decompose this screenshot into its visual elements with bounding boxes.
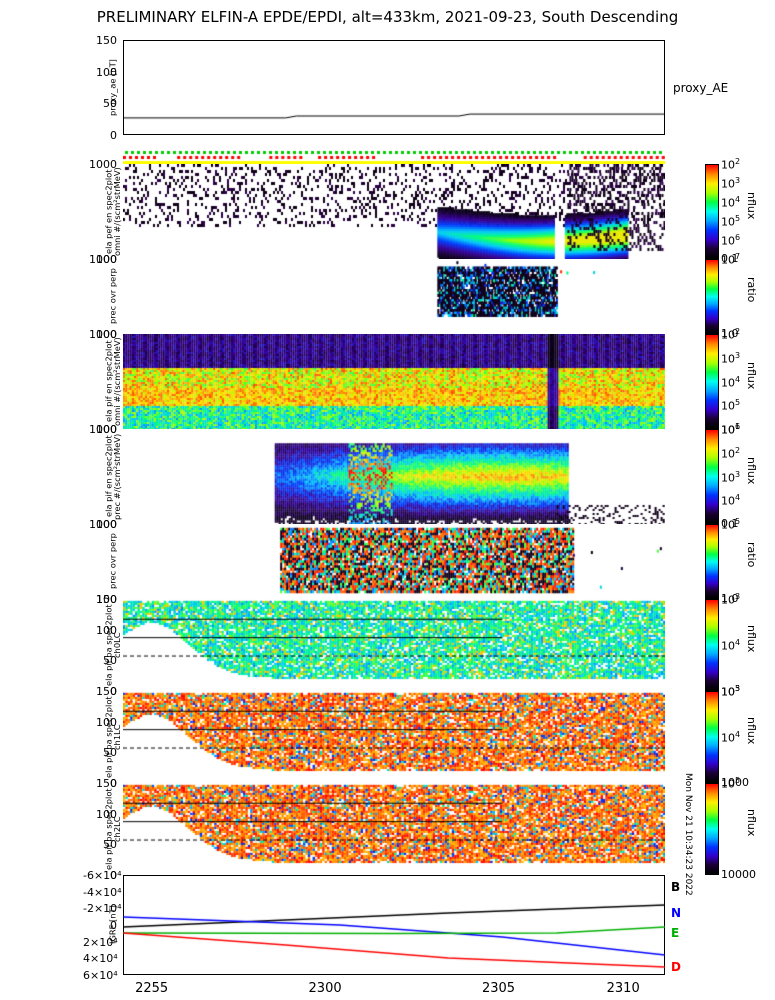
rotated-run-date-label: Mon Nov 21 10:34:23 2022 bbox=[683, 773, 693, 955]
panel3-ylabel: ela pif en spec2plot omni #/(scm²strMeV) bbox=[105, 334, 121, 429]
panel2-colorbar bbox=[705, 259, 719, 334]
igrf-red-trace-label: D bbox=[671, 960, 681, 974]
proxy-ae-right-label: proxy_AE bbox=[673, 81, 728, 95]
panel7-colorbar bbox=[705, 691, 719, 783]
panel7-ylabel: ela pif pa spec2plot ch1LC bbox=[105, 691, 121, 783]
panel4-heatmap-canvas bbox=[123, 429, 665, 524]
xaxis-tick-2300: 2300 bbox=[309, 981, 342, 996]
page-title: PRELIMINARY ELFIN-A EPDE/EPDI, alt=433km… bbox=[0, 8, 775, 26]
panel3-heatmap-canvas bbox=[123, 334, 665, 429]
dot-marks-canvas bbox=[123, 150, 665, 164]
xaxis-tick-2305: 2305 bbox=[482, 981, 515, 996]
panel4-ylabel: ela pif en spec2plot prec #/(scm²strMeV) bbox=[105, 429, 121, 524]
proxy-ae-ylabel: proxy_ae [nT] bbox=[105, 40, 121, 135]
panel7-colorbar-axislabel: nflux bbox=[745, 717, 758, 757]
panel2-ylabel: prec ovr perp bbox=[105, 259, 121, 334]
panel6-ylabel: ela pif pa spec2plot ch0LC bbox=[105, 599, 121, 691]
panel4-colorbar-axislabel: nflux bbox=[745, 457, 758, 497]
proxy-ae-canvas bbox=[123, 40, 665, 135]
panel6-colorbar-axislabel: nflux bbox=[745, 625, 758, 665]
panel5-ylabel: prec ovr perp bbox=[105, 524, 121, 599]
panel5-colorbar bbox=[705, 524, 719, 599]
panel6-colorbar bbox=[705, 599, 719, 691]
panel4-colorbar bbox=[705, 429, 719, 524]
panel8-ylabel: ela pif pa spec2plot ch2LC bbox=[105, 783, 121, 875]
panel5-colorbar-axislabel: ratio bbox=[745, 542, 758, 582]
panel3-colorbar bbox=[705, 334, 719, 429]
panel6-heatmap-canvas bbox=[123, 599, 665, 691]
panel2-heatmap-canvas bbox=[123, 259, 665, 334]
panel8-heatmap-canvas bbox=[123, 783, 665, 875]
panel8-colorbar bbox=[705, 783, 719, 875]
panel7-heatmap-canvas bbox=[123, 691, 665, 783]
xaxis-tick-2255: 2255 bbox=[135, 981, 168, 996]
panel3-colorbar-axislabel: nflux bbox=[745, 362, 758, 402]
panel1-colorbar-axislabel: nflux bbox=[745, 192, 758, 232]
panel5-heatmap-canvas bbox=[123, 524, 665, 599]
panel1-colorbar bbox=[705, 164, 719, 259]
panel2-colorbar-axislabel: ratio bbox=[745, 277, 758, 317]
xaxis-tick-2310: 2310 bbox=[607, 981, 640, 996]
panel9-line-canvas bbox=[123, 875, 665, 975]
igrf-blue-trace-label: N bbox=[671, 906, 681, 920]
panel8-colorbar-axislabel: nflux bbox=[745, 809, 758, 849]
igrf-black-trace-label: B bbox=[671, 880, 680, 894]
igrf-green-trace-label: E bbox=[671, 926, 679, 940]
panel1-heatmap-canvas bbox=[123, 164, 665, 259]
panel1-ylabel: ela pef en spec2plot omni #/(scm²strMeV) bbox=[105, 164, 121, 259]
